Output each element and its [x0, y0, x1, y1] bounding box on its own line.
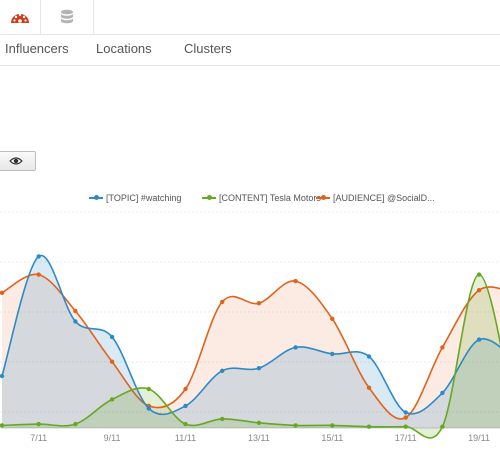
data-point[interactable] — [440, 345, 445, 350]
data-point[interactable] — [146, 386, 151, 392]
x-tick-label: 7/11 — [30, 433, 47, 443]
top-toolbar — [0, 0, 500, 35]
data-point[interactable] — [403, 424, 408, 429]
data-point[interactable] — [476, 272, 482, 277]
series-area — [2, 274, 500, 438]
legend-label-audience: [AUDIENCE] @SocialD... — [333, 193, 435, 203]
data-point[interactable] — [476, 288, 482, 293]
x-tick-label: 15/11 — [321, 433, 343, 443]
chart-legend: [TOPIC] #watching [CONTENT] Tesla Motors… — [0, 193, 500, 209]
legend-label-topic: [TOPIC] #watching — [106, 193, 182, 203]
data-point[interactable] — [330, 316, 335, 321]
data-point[interactable] — [220, 299, 225, 305]
data-point[interactable] — [293, 278, 298, 284]
x-tick-label: 11/11 — [175, 433, 196, 443]
x-tick-label: 17/11 — [395, 433, 417, 443]
database-icon — [61, 9, 73, 24]
data-point[interactable] — [330, 351, 335, 357]
legend-label-content: [CONTENT] Tesla Motors — [219, 193, 321, 203]
data-point[interactable] — [183, 386, 188, 392]
tab-bar: Influencers Locations Clusters — [0, 35, 500, 66]
series-area — [2, 274, 500, 428]
legend-item-audience[interactable]: [AUDIENCE] @SocialD... — [316, 193, 435, 203]
data-point[interactable] — [73, 421, 78, 427]
data-point[interactable] — [109, 359, 115, 364]
timeseries-chart: 7/11 9/11 11/11 13/11 15/11 17/11 19/11 — [0, 211, 500, 443]
data-point[interactable] — [256, 366, 262, 371]
data-point[interactable] — [109, 397, 115, 402]
dashboard-icon — [11, 13, 29, 23]
dashboard-tab[interactable] — [0, 0, 41, 34]
data-point[interactable] — [403, 410, 408, 415]
series-area — [2, 255, 500, 428]
legend-item-content[interactable]: [CONTENT] Tesla Motors — [202, 193, 321, 203]
database-tab[interactable] — [41, 0, 94, 34]
data-point[interactable] — [293, 345, 298, 350]
series-line — [1, 273, 500, 439]
data-point[interactable] — [330, 423, 335, 428]
data-point[interactable] — [293, 423, 298, 428]
data-point[interactable] — [256, 420, 262, 425]
data-point[interactable] — [0, 373, 5, 379]
toggle-visibility-button[interactable] — [0, 151, 36, 171]
legend-swatch-content — [202, 195, 216, 200]
tab-locations[interactable]: Locations — [96, 41, 152, 56]
data-point[interactable] — [220, 416, 225, 422]
x-tick-label: 13/11 — [248, 433, 270, 443]
data-point[interactable] — [73, 308, 78, 314]
data-point[interactable] — [366, 385, 372, 390]
data-point[interactable] — [220, 368, 225, 373]
x-tick-label: 9/11 — [104, 433, 121, 443]
data-point[interactable] — [366, 424, 372, 429]
eye-icon — [9, 157, 23, 165]
data-point[interactable] — [366, 354, 372, 359]
data-point[interactable] — [440, 424, 445, 429]
tab-influencers[interactable]: Influencers — [5, 41, 69, 56]
data-point[interactable] — [403, 415, 408, 420]
data-point[interactable] — [36, 421, 41, 427]
data-point[interactable] — [476, 337, 482, 342]
data-point[interactable] — [183, 403, 188, 409]
legend-swatch-topic — [89, 195, 103, 200]
legend-swatch-audience — [316, 195, 330, 200]
data-point[interactable] — [36, 254, 41, 259]
data-point[interactable] — [183, 421, 188, 427]
legend-item-topic[interactable]: [TOPIC] #watching — [89, 193, 181, 203]
data-point[interactable] — [440, 390, 445, 396]
data-point[interactable] — [146, 406, 151, 411]
data-point[interactable] — [36, 272, 41, 277]
tab-clusters[interactable]: Clusters — [184, 41, 232, 56]
x-tick-label: 19/11 — [468, 433, 490, 443]
data-point[interactable] — [256, 301, 262, 306]
data-point[interactable] — [109, 334, 115, 340]
data-point[interactable] — [0, 290, 5, 295]
data-point[interactable] — [0, 423, 5, 428]
data-point[interactable] — [73, 319, 78, 324]
